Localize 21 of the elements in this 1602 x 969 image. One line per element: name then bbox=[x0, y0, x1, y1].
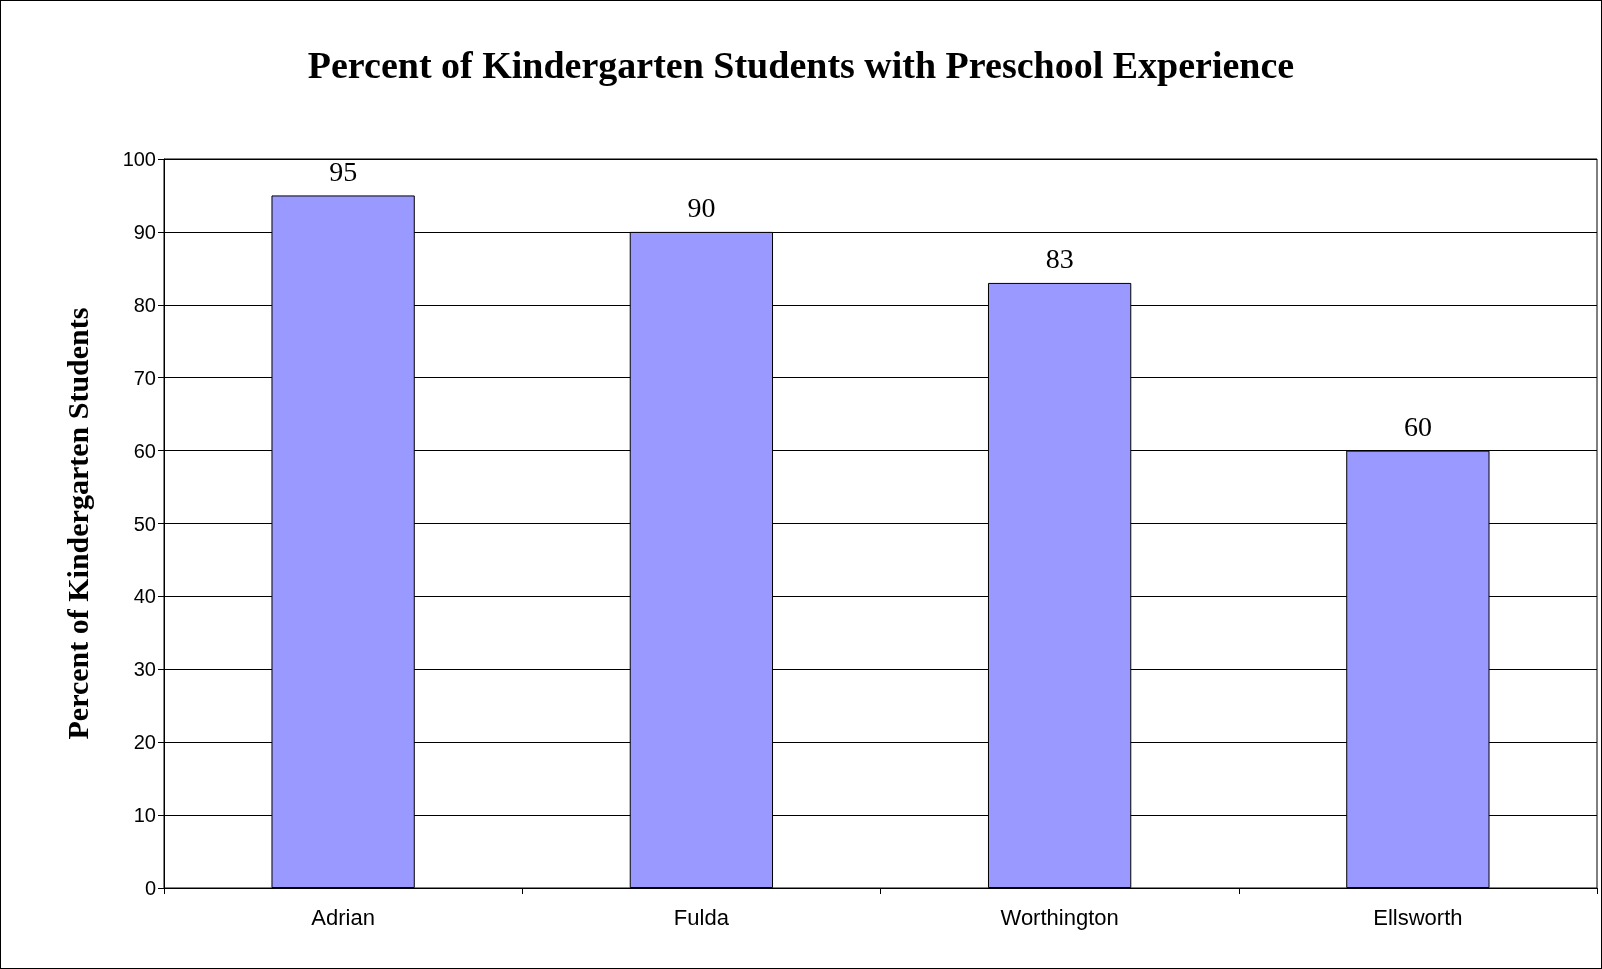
x-tick-label: Fulda bbox=[673, 904, 730, 930]
data-label: 90 bbox=[687, 192, 716, 224]
data-label: 95 bbox=[329, 155, 358, 187]
y-tick-label: 90 bbox=[133, 220, 156, 243]
x-tick-label: Ellsworth bbox=[1373, 904, 1463, 930]
y-tick-label: 10 bbox=[133, 804, 156, 827]
y-tick-label: 100 bbox=[122, 148, 156, 170]
y-tick-label: 40 bbox=[133, 585, 156, 608]
data-label: 83 bbox=[1045, 243, 1074, 275]
y-axis-title: Percent of Kindergarten Students bbox=[60, 307, 94, 740]
y-tick-label: 20 bbox=[133, 731, 156, 754]
x-tick-label: Adrian bbox=[311, 904, 375, 930]
y-tick-label: 50 bbox=[133, 512, 156, 535]
x-tick-label: Worthington bbox=[1000, 904, 1119, 930]
y-tick-label: 0 bbox=[144, 877, 156, 899]
chart-title: Percent of Kindergarten Students with Preschool Experience bbox=[307, 44, 1295, 86]
data-label: 60 bbox=[1403, 411, 1432, 443]
y-tick-label: 70 bbox=[133, 366, 156, 389]
y-tick-label: 30 bbox=[133, 658, 156, 681]
y-tick-label: 80 bbox=[133, 293, 156, 316]
y-tick-label: 60 bbox=[133, 439, 156, 462]
